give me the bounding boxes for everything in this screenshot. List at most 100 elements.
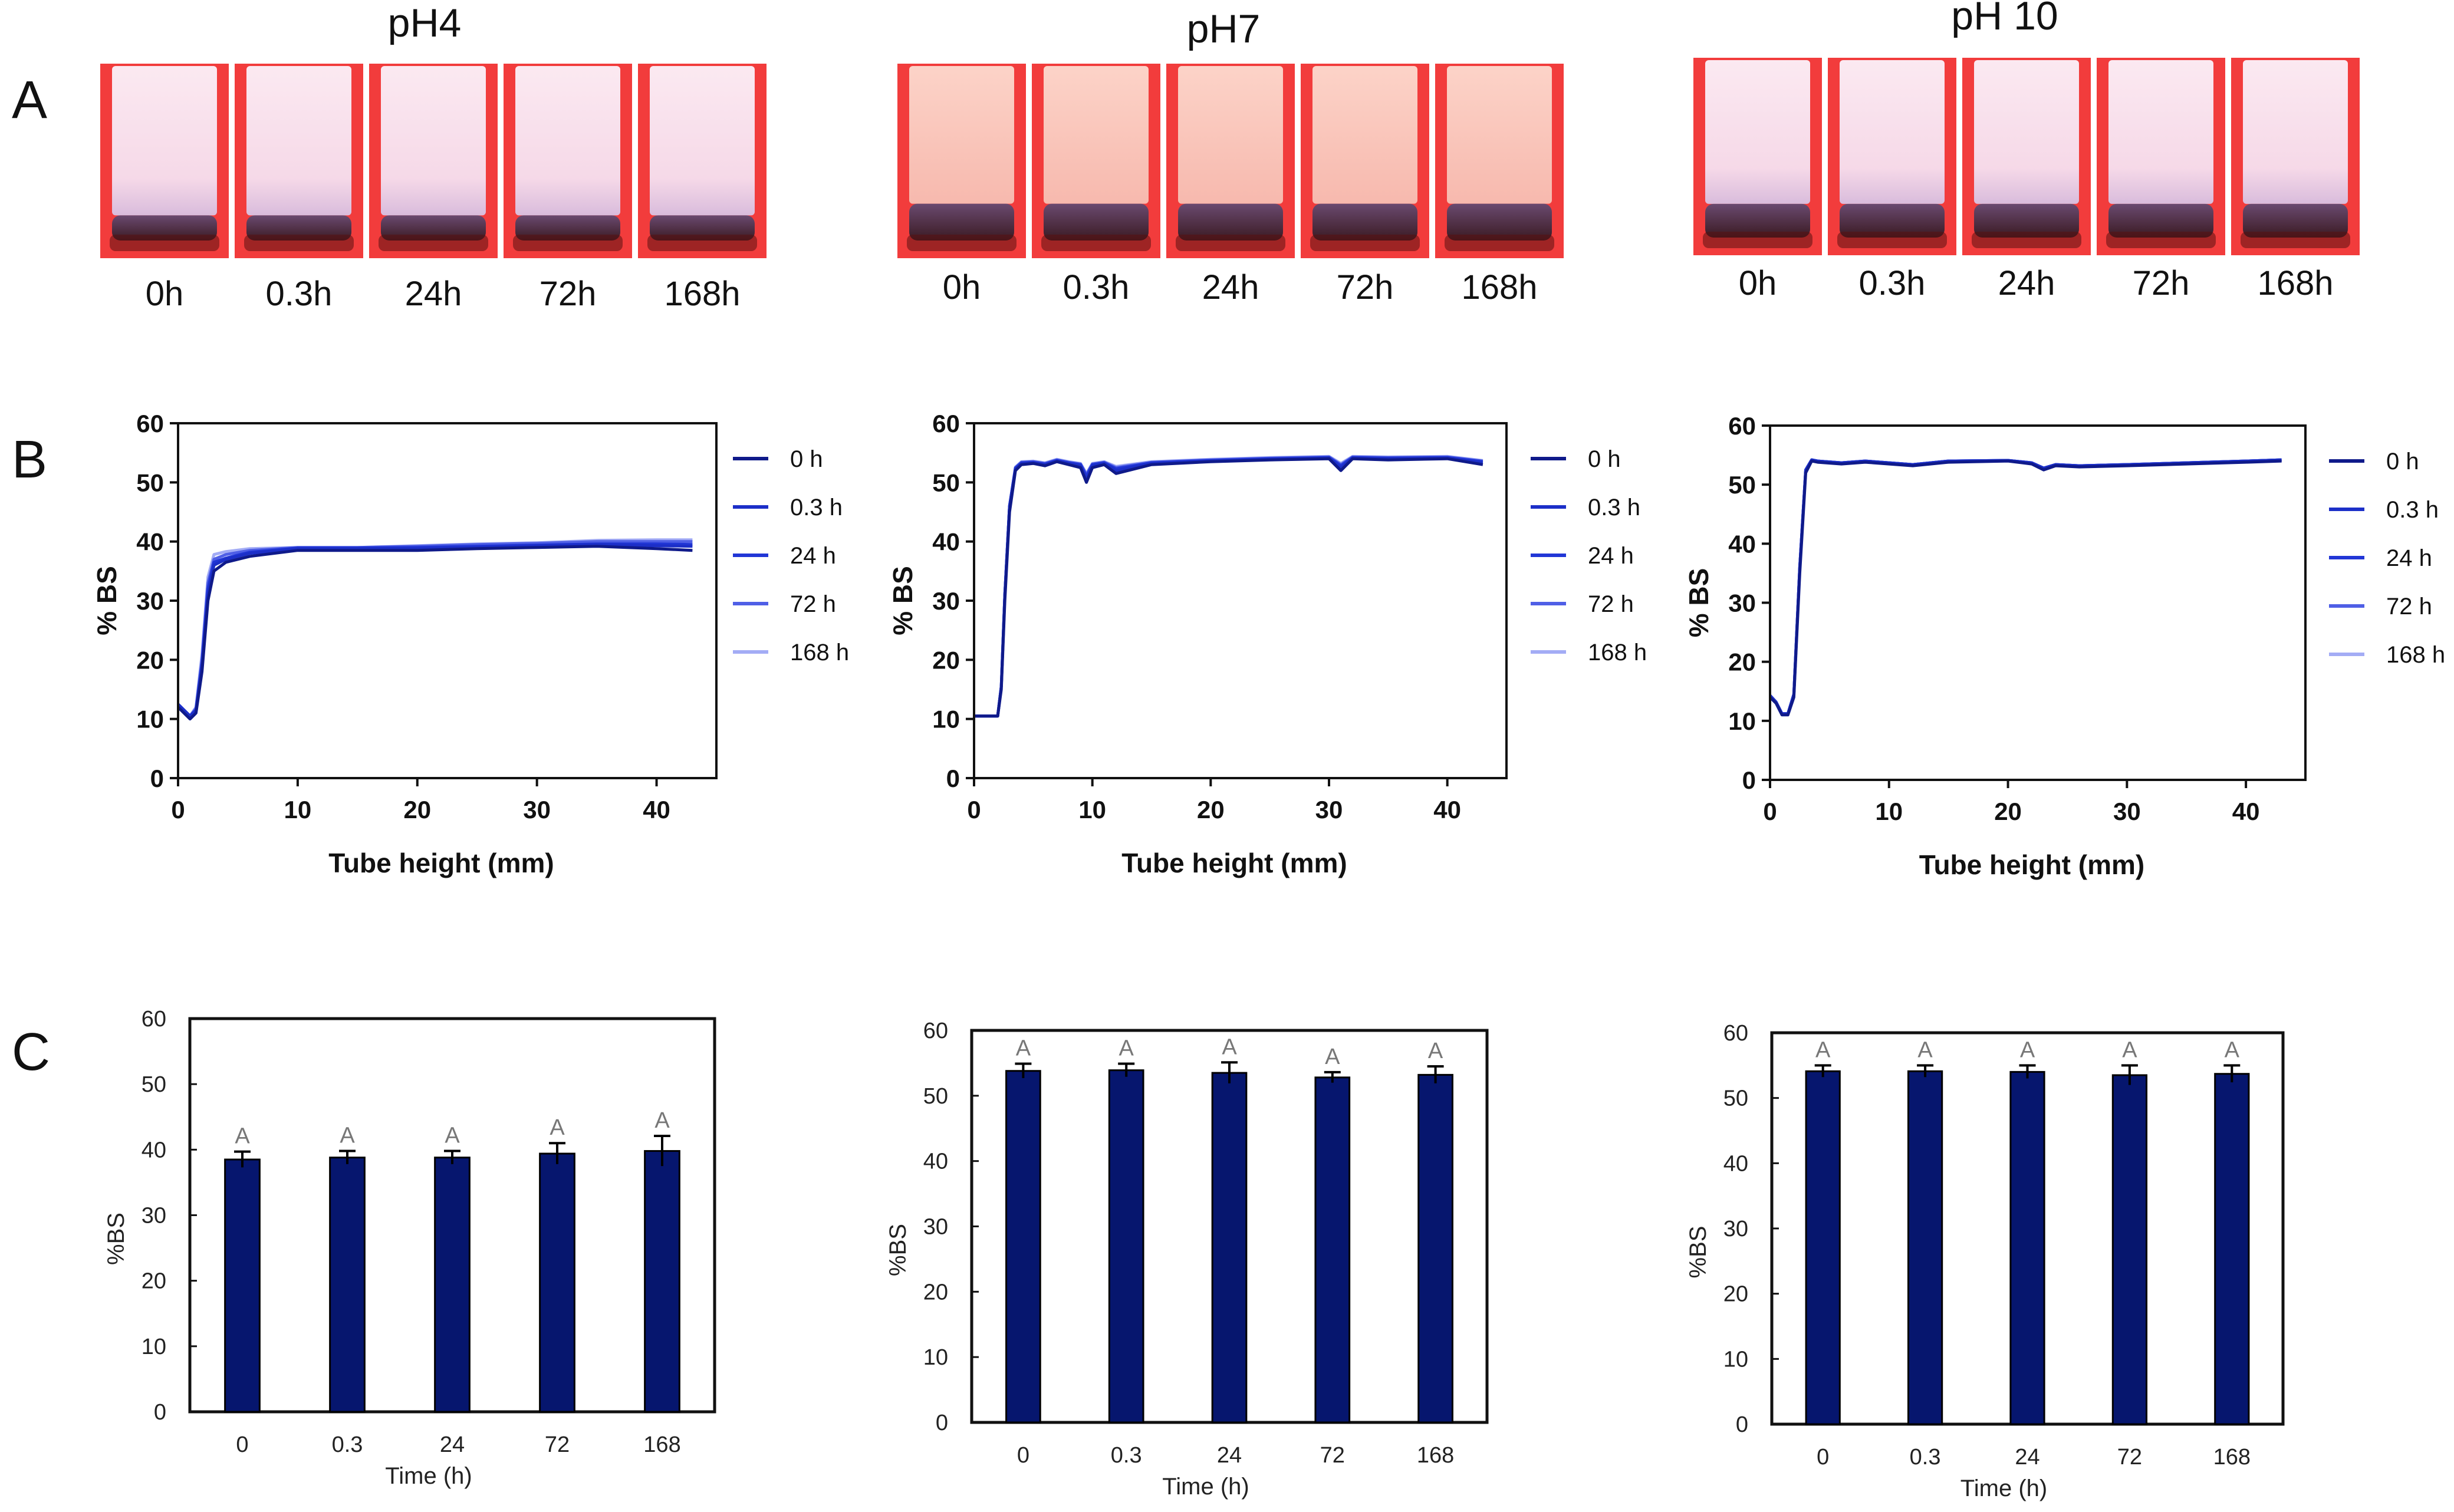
tube-base-ring	[1310, 235, 1420, 251]
tube-base-ring	[907, 235, 1017, 251]
x-tick-label: 24	[2015, 1445, 2039, 1470]
legend-label: 0 h	[1588, 446, 1621, 472]
tube-photo	[897, 64, 1026, 258]
legend-label: 0.3 h	[2386, 497, 2439, 523]
y-tick-label: 30	[142, 1204, 166, 1228]
tube-sediment	[1974, 203, 2079, 238]
y-tick-label: 60	[142, 1007, 166, 1032]
x-tick-label: 0	[1763, 798, 1777, 825]
tube-sediment	[1840, 203, 1945, 238]
series-line-03h	[974, 456, 1483, 718]
tube-sediment	[246, 215, 351, 241]
significance-letter: A	[1325, 1045, 1340, 1069]
chart-backscatter-ph4: 0 10 20 30 40 50 60 0 10 20 30 40 Tube height (mm) % …	[91, 410, 849, 878]
tube-photo	[1962, 58, 2091, 255]
bar	[1005, 1070, 1041, 1424]
chart-backscatter-ph7: 0 10 20 30 40 50 60 0 10 20 30 40 Tube height (mm) % …	[887, 410, 1647, 878]
y-tick-label: 40	[1728, 530, 1756, 558]
tube-time-label: 72h	[540, 275, 597, 313]
tube-sediment	[2108, 203, 2213, 238]
tube-liquid	[1447, 66, 1552, 204]
bar	[1108, 1069, 1144, 1424]
tube-sediment	[909, 203, 1014, 241]
bar	[1907, 1070, 1943, 1425]
tube-liquid	[1705, 60, 1810, 204]
y-tick-label: 40	[142, 1138, 166, 1162]
tube-photo	[235, 64, 363, 258]
tube-time-label: 0.3h	[266, 275, 333, 313]
plot-frame	[177, 422, 718, 779]
y-axis-label: %BS	[1685, 1226, 1711, 1279]
x-tick-label: 168	[2213, 1445, 2251, 1470]
y-tick-label: 10	[1728, 707, 1756, 735]
tube-base-ring	[1041, 235, 1151, 251]
y-tick-label: 30	[923, 1215, 948, 1240]
x-tick-label: 0	[171, 796, 185, 823]
y-tick-label: 10	[1723, 1347, 1748, 1372]
y-axis-label: % BS	[1683, 568, 1714, 638]
tube-base-ring	[1176, 235, 1285, 251]
ph-title-2: pH7	[1187, 6, 1261, 51]
tube-liquid	[909, 66, 1014, 204]
x-tick-label: 0	[967, 796, 981, 823]
x-tick-label: 0.3	[1111, 1443, 1142, 1468]
series-line-0h	[1769, 459, 2282, 717]
tube-base-ring	[244, 235, 354, 251]
tube-base-ring	[1445, 235, 1554, 251]
y-tick-label: 40	[1723, 1151, 1748, 1176]
y-tick-label: 0	[946, 765, 960, 792]
tube-time-label: 168h	[664, 275, 740, 313]
y-tick-label: 50	[1723, 1086, 1748, 1111]
legend-label: 168 h	[2386, 642, 2445, 668]
x-axis-label: Time (h)	[1162, 1474, 1249, 1500]
x-tick-label: 40	[643, 796, 670, 823]
x-tick-label: 24	[1217, 1443, 1242, 1468]
y-tick-label: 20	[932, 646, 960, 674]
series-line-168h	[1769, 458, 2282, 716]
y-tick-label: 60	[932, 410, 960, 437]
tube-photos-ph7: 0h 0.3h 24h 72h 168h	[897, 64, 1564, 307]
y-tick-label: 50	[136, 469, 164, 496]
tube-sediment	[1044, 203, 1149, 241]
y-tick-label: 0	[1742, 766, 1756, 794]
tube-photo	[638, 64, 767, 258]
tube-liquid	[1044, 66, 1149, 204]
tube-liquid	[1974, 60, 2079, 204]
tube-time-label: 168h	[2257, 264, 2333, 302]
series-line-72h	[1769, 458, 2282, 716]
significance-letter: A	[1016, 1036, 1031, 1061]
legend-label: 72 h	[790, 591, 836, 617]
ph-title-3: pH 10	[1951, 0, 2058, 38]
y-axis-label: %BS	[103, 1213, 129, 1265]
series-line-72h	[974, 455, 1483, 718]
legend-label: 168 h	[790, 640, 849, 666]
y-tick-label: 0	[154, 1400, 166, 1425]
tube-photo	[1828, 58, 1956, 255]
tube-base-ring	[647, 235, 757, 251]
tube-photo	[1435, 64, 1564, 258]
significance-letter: A	[1119, 1036, 1134, 1061]
series-line-24h	[177, 542, 693, 718]
bar	[329, 1157, 366, 1413]
tube-base-ring	[110, 235, 219, 251]
tube-time-label: 168h	[1461, 268, 1537, 307]
chart-bars-ph10: 0 10 20 30 40 50 60 A 0 A 0.3 A 24 A 72 A 168 Time (h) %BS	[1685, 1021, 2285, 1501]
significance-letter: A	[2020, 1037, 2035, 1062]
series-line-03h	[177, 543, 693, 718]
x-tick-label: 10	[1875, 798, 1903, 825]
tube-photos-ph4: 0h 0.3h 24h 72h 168h	[100, 64, 767, 313]
tube-photo	[1301, 64, 1429, 258]
chart-backscatter-ph10: 0 10 20 30 40 50 60 0 10 20 30 40 Tube height (mm) % …	[1683, 412, 2445, 880]
y-axis-label: % BS	[887, 566, 918, 635]
x-tick-label: 24	[440, 1432, 465, 1457]
x-tick-label: 40	[2232, 798, 2260, 825]
row-label-a: A	[12, 71, 47, 130]
row-label-b: B	[12, 430, 47, 489]
tube-photo	[504, 64, 632, 258]
significance-letter: A	[340, 1124, 355, 1148]
tube-sediment	[650, 215, 755, 241]
x-tick-label: 40	[1433, 796, 1461, 823]
y-tick-label: 60	[1728, 412, 1756, 440]
x-axis-label: Tube height (mm)	[328, 848, 554, 878]
y-tick-label: 10	[932, 706, 960, 733]
